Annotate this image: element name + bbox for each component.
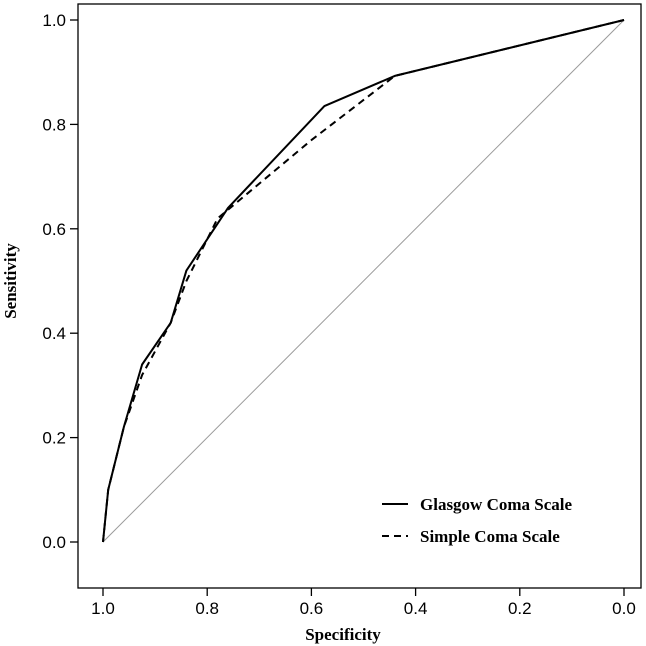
series-line-simple-coma-scale xyxy=(102,19,625,543)
x-tick-label: 0.6 xyxy=(300,599,324,618)
y-tick-label: 1.0 xyxy=(42,11,66,30)
legend-label: Glasgow Coma Scale xyxy=(420,495,573,514)
y-tick-label: 0.6 xyxy=(42,220,66,239)
x-tick-label: 0.4 xyxy=(404,599,428,618)
y-axis-title: Sensitivity xyxy=(1,243,20,319)
x-tick-label: 1.0 xyxy=(91,599,115,618)
y-tick-label: 0.8 xyxy=(42,115,66,134)
y-tick-label: 0.4 xyxy=(42,324,66,343)
y-tick-label: 0.0 xyxy=(42,533,66,552)
axes: 1.0 0.8 0.6 0.4 0.2 0.0 0.0 0.2 0.4 0.6 0.8 1.0 xyxy=(42,3,642,618)
legend-label: Simple Coma Scale xyxy=(420,527,560,546)
x-tick-label: 0.8 xyxy=(195,599,219,618)
y-tick-label: 0.2 xyxy=(42,429,66,448)
reference-diagonal-line xyxy=(102,19,625,543)
x-axis-title: Specificity xyxy=(305,625,381,644)
series-layer xyxy=(102,19,625,543)
reference-layer xyxy=(102,19,625,543)
plot-frame xyxy=(77,3,642,589)
legend: Glasgow Coma Scale Simple Coma Scale xyxy=(382,495,573,546)
x-tick-label: 0.2 xyxy=(508,599,532,618)
x-tick-label: 0.0 xyxy=(612,599,636,618)
